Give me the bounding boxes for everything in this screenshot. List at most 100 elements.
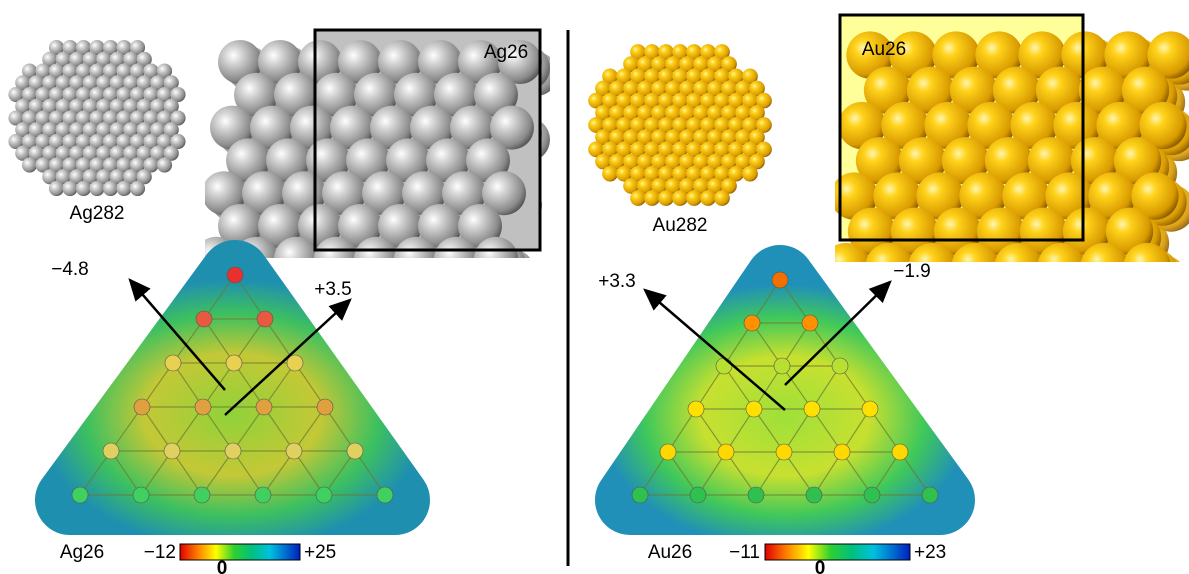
- atom: [846, 31, 894, 79]
- atom: [69, 98, 85, 114]
- atom: [89, 180, 105, 197]
- atom: [314, 72, 358, 117]
- atom: [123, 75, 139, 91]
- atom: [1002, 172, 1050, 220]
- bond: [779, 279, 811, 324]
- atom: [855, 137, 904, 185]
- bond: [293, 406, 326, 452]
- atom: [833, 443, 851, 461]
- atom: [1019, 207, 1068, 255]
- atom: [346, 442, 364, 460]
- atom: [346, 138, 390, 183]
- atom: [644, 165, 660, 182]
- scale-max: +25: [304, 542, 336, 563]
- atom: [672, 68, 688, 85]
- atom: [48, 110, 65, 126]
- atom: [194, 398, 212, 416]
- atom: [700, 190, 716, 206]
- atom: [665, 178, 681, 194]
- atom: [89, 133, 105, 150]
- atom: [630, 44, 646, 60]
- atom: [82, 51, 98, 67]
- atom: [75, 63, 92, 79]
- atom: [845, 254, 879, 262]
- atom: [250, 105, 294, 150]
- atom: [35, 86, 51, 103]
- atom: [28, 98, 44, 114]
- atom: [602, 117, 618, 133]
- atom: [28, 145, 44, 161]
- scale-zero: 0: [217, 558, 228, 574]
- atom: [109, 169, 125, 185]
- atom: [96, 122, 112, 138]
- atom: [742, 68, 758, 85]
- atom: [354, 72, 398, 117]
- atom: [931, 254, 965, 262]
- atom: [898, 137, 947, 185]
- atom: [163, 122, 179, 138]
- atom: [637, 80, 653, 97]
- bond: [723, 322, 753, 367]
- bond: [263, 362, 296, 408]
- atom: [847, 207, 896, 255]
- arrow: [784, 280, 892, 386]
- bond: [753, 365, 783, 410]
- bond: [203, 274, 236, 320]
- atom: [82, 98, 98, 114]
- atom: [132, 486, 150, 504]
- atom: [714, 68, 730, 85]
- atom: [306, 138, 350, 183]
- bond: [697, 451, 727, 496]
- atom: [742, 165, 758, 182]
- atom: [234, 72, 278, 117]
- bond: [354, 450, 386, 496]
- bond: [234, 274, 266, 320]
- atom: [474, 236, 518, 258]
- atom: [35, 63, 51, 79]
- atom: [771, 271, 789, 289]
- atom: [116, 157, 132, 173]
- atom: [15, 122, 31, 138]
- atom: [715, 357, 733, 375]
- atom: [609, 80, 625, 97]
- atom: [1060, 254, 1094, 262]
- atom: [150, 75, 166, 91]
- atom: [109, 145, 125, 161]
- atom: [96, 75, 112, 91]
- atom: [700, 92, 716, 109]
- atom: [630, 165, 646, 182]
- atom: [801, 314, 819, 332]
- atom: [728, 165, 744, 182]
- atom: [256, 310, 274, 328]
- atom: [376, 486, 394, 504]
- atom: [322, 171, 366, 216]
- atom: [805, 486, 823, 504]
- atom: [42, 169, 58, 185]
- atom: [133, 398, 151, 416]
- atom: [707, 80, 723, 97]
- atom: [143, 133, 159, 150]
- atom: [891, 443, 909, 461]
- atom: [658, 190, 674, 206]
- atom: [835, 172, 878, 220]
- atom: [631, 486, 649, 504]
- atom: [921, 486, 939, 504]
- atom: [378, 204, 422, 248]
- atom: [242, 171, 286, 216]
- atom: [630, 190, 646, 206]
- atom: [630, 68, 646, 85]
- atom: [89, 39, 105, 56]
- esp-surface: [595, 245, 975, 535]
- atom: [150, 98, 166, 114]
- atom: [1088, 172, 1136, 220]
- atom: [226, 138, 270, 183]
- bond: [695, 365, 725, 410]
- atom: [742, 141, 758, 158]
- bond: [172, 362, 204, 408]
- atom: [218, 40, 262, 84]
- atom: [637, 153, 653, 170]
- atom: [498, 40, 542, 84]
- cluster-label: Au282: [653, 215, 708, 236]
- atom: [298, 204, 342, 248]
